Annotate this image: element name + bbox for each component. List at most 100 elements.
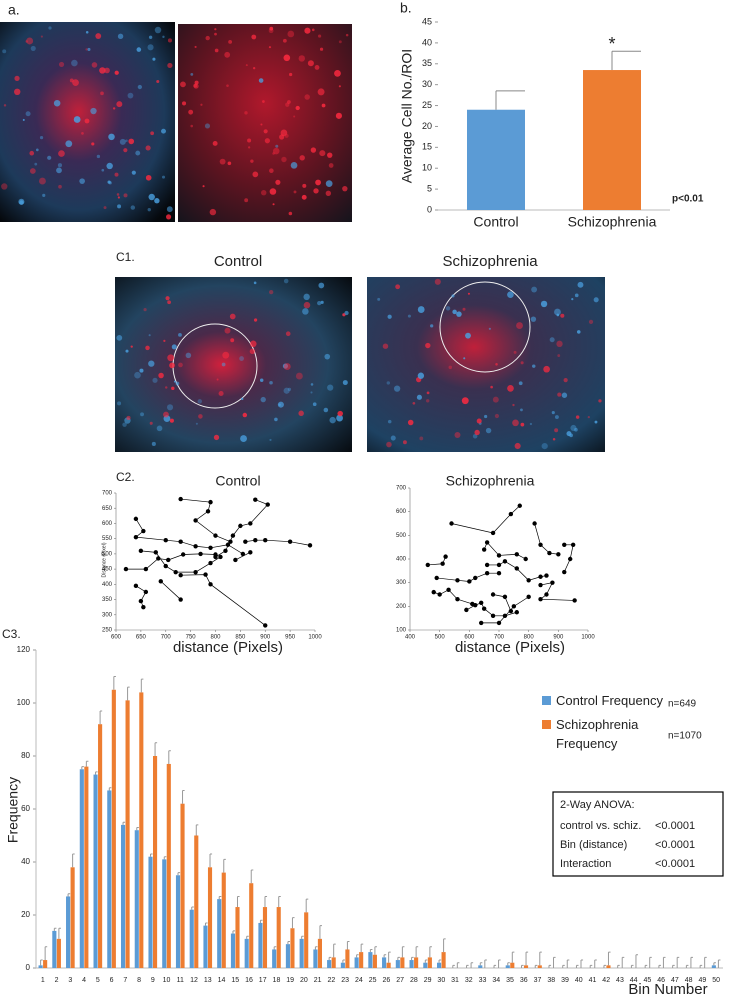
- cell: [219, 158, 226, 165]
- bar: [290, 928, 295, 968]
- node: [156, 556, 161, 561]
- node: [123, 566, 129, 572]
- y-tick-label: 0: [427, 204, 432, 214]
- cell: [198, 414, 203, 419]
- bar: [400, 957, 405, 968]
- cell: [26, 37, 34, 45]
- error-bar: [630, 964, 634, 968]
- cell: [416, 394, 422, 400]
- anova-cell: <0.0001: [655, 858, 695, 870]
- cell: [541, 442, 548, 450]
- bar: [125, 700, 130, 968]
- x-tick-label: 34: [492, 977, 500, 984]
- cell: [85, 48, 88, 51]
- cell: [116, 101, 123, 108]
- node: [479, 600, 484, 605]
- cell: [150, 131, 155, 136]
- node: [434, 575, 439, 581]
- cell: [315, 179, 321, 186]
- cell: [117, 204, 122, 209]
- cell: [520, 361, 524, 365]
- cell: [307, 60, 314, 67]
- cell: [169, 362, 175, 369]
- node: [570, 542, 576, 547]
- x-tick-label: 49: [698, 977, 706, 984]
- bar: [230, 933, 236, 968]
- y-tick-label: 60: [21, 804, 30, 813]
- cell: [325, 190, 332, 197]
- cell: [202, 185, 205, 188]
- legend-swatch: [542, 696, 551, 705]
- cell: [29, 168, 36, 174]
- cell: [214, 32, 217, 36]
- cell: [263, 129, 268, 134]
- x-tick-label: 42: [602, 977, 610, 984]
- anova-cell: <0.0001: [655, 839, 695, 851]
- micrograph: [178, 24, 352, 222]
- error-bar: [127, 686, 130, 701]
- cell: [554, 308, 561, 316]
- bar: [66, 896, 71, 968]
- error-bar: [589, 964, 593, 968]
- cell: [239, 356, 245, 361]
- cell: [287, 30, 295, 38]
- cell: [324, 353, 331, 360]
- x-tick-label: 23: [341, 977, 349, 984]
- cell: [1, 183, 8, 190]
- cell: [451, 294, 455, 298]
- node: [496, 553, 502, 558]
- panel-label: b.: [400, 0, 412, 16]
- node: [502, 613, 508, 618]
- cell: [492, 396, 499, 403]
- error-bar: [484, 959, 487, 968]
- cell: [151, 441, 156, 446]
- cell: [35, 148, 39, 152]
- node: [568, 556, 573, 562]
- x-tick-label: 11: [177, 977, 184, 984]
- bar: [262, 907, 268, 968]
- node: [178, 496, 183, 502]
- cell: [29, 150, 35, 156]
- x-tick-label: 9: [151, 977, 155, 984]
- cell: [269, 188, 277, 195]
- cell: [557, 392, 562, 397]
- cell: [303, 301, 311, 309]
- panel-label: C1.: [116, 250, 135, 264]
- cell: [412, 401, 416, 405]
- bar: [52, 930, 57, 968]
- node: [253, 537, 258, 543]
- cell: [108, 133, 115, 141]
- bar: [537, 965, 542, 968]
- bar: [189, 909, 194, 968]
- cell: [84, 118, 90, 124]
- y-tick-label: 700: [396, 486, 407, 492]
- node: [198, 551, 203, 557]
- cell: [139, 368, 144, 373]
- cell: [302, 308, 309, 315]
- cell: [87, 47, 91, 51]
- error-bar: [649, 956, 652, 968]
- error-bar: [250, 869, 254, 884]
- cell: [284, 133, 289, 138]
- error-bar: [470, 962, 474, 968]
- cell: [117, 196, 120, 199]
- cell: [161, 175, 166, 179]
- cell: [136, 47, 142, 52]
- cell: [261, 190, 267, 196]
- cell: [463, 357, 466, 360]
- cell: [149, 421, 153, 425]
- x-tick-label: 650: [136, 635, 147, 641]
- error-bar: [539, 951, 542, 966]
- error-bar: [356, 954, 359, 958]
- node: [481, 547, 487, 552]
- cell: [454, 432, 461, 439]
- error-bar: [264, 895, 268, 908]
- cell: [114, 70, 119, 75]
- x-tick-label: 28: [410, 977, 418, 984]
- node: [178, 573, 183, 578]
- cell: [335, 112, 342, 119]
- x-tick-label: 37: [534, 977, 542, 984]
- cell: [317, 88, 325, 96]
- node: [208, 545, 213, 550]
